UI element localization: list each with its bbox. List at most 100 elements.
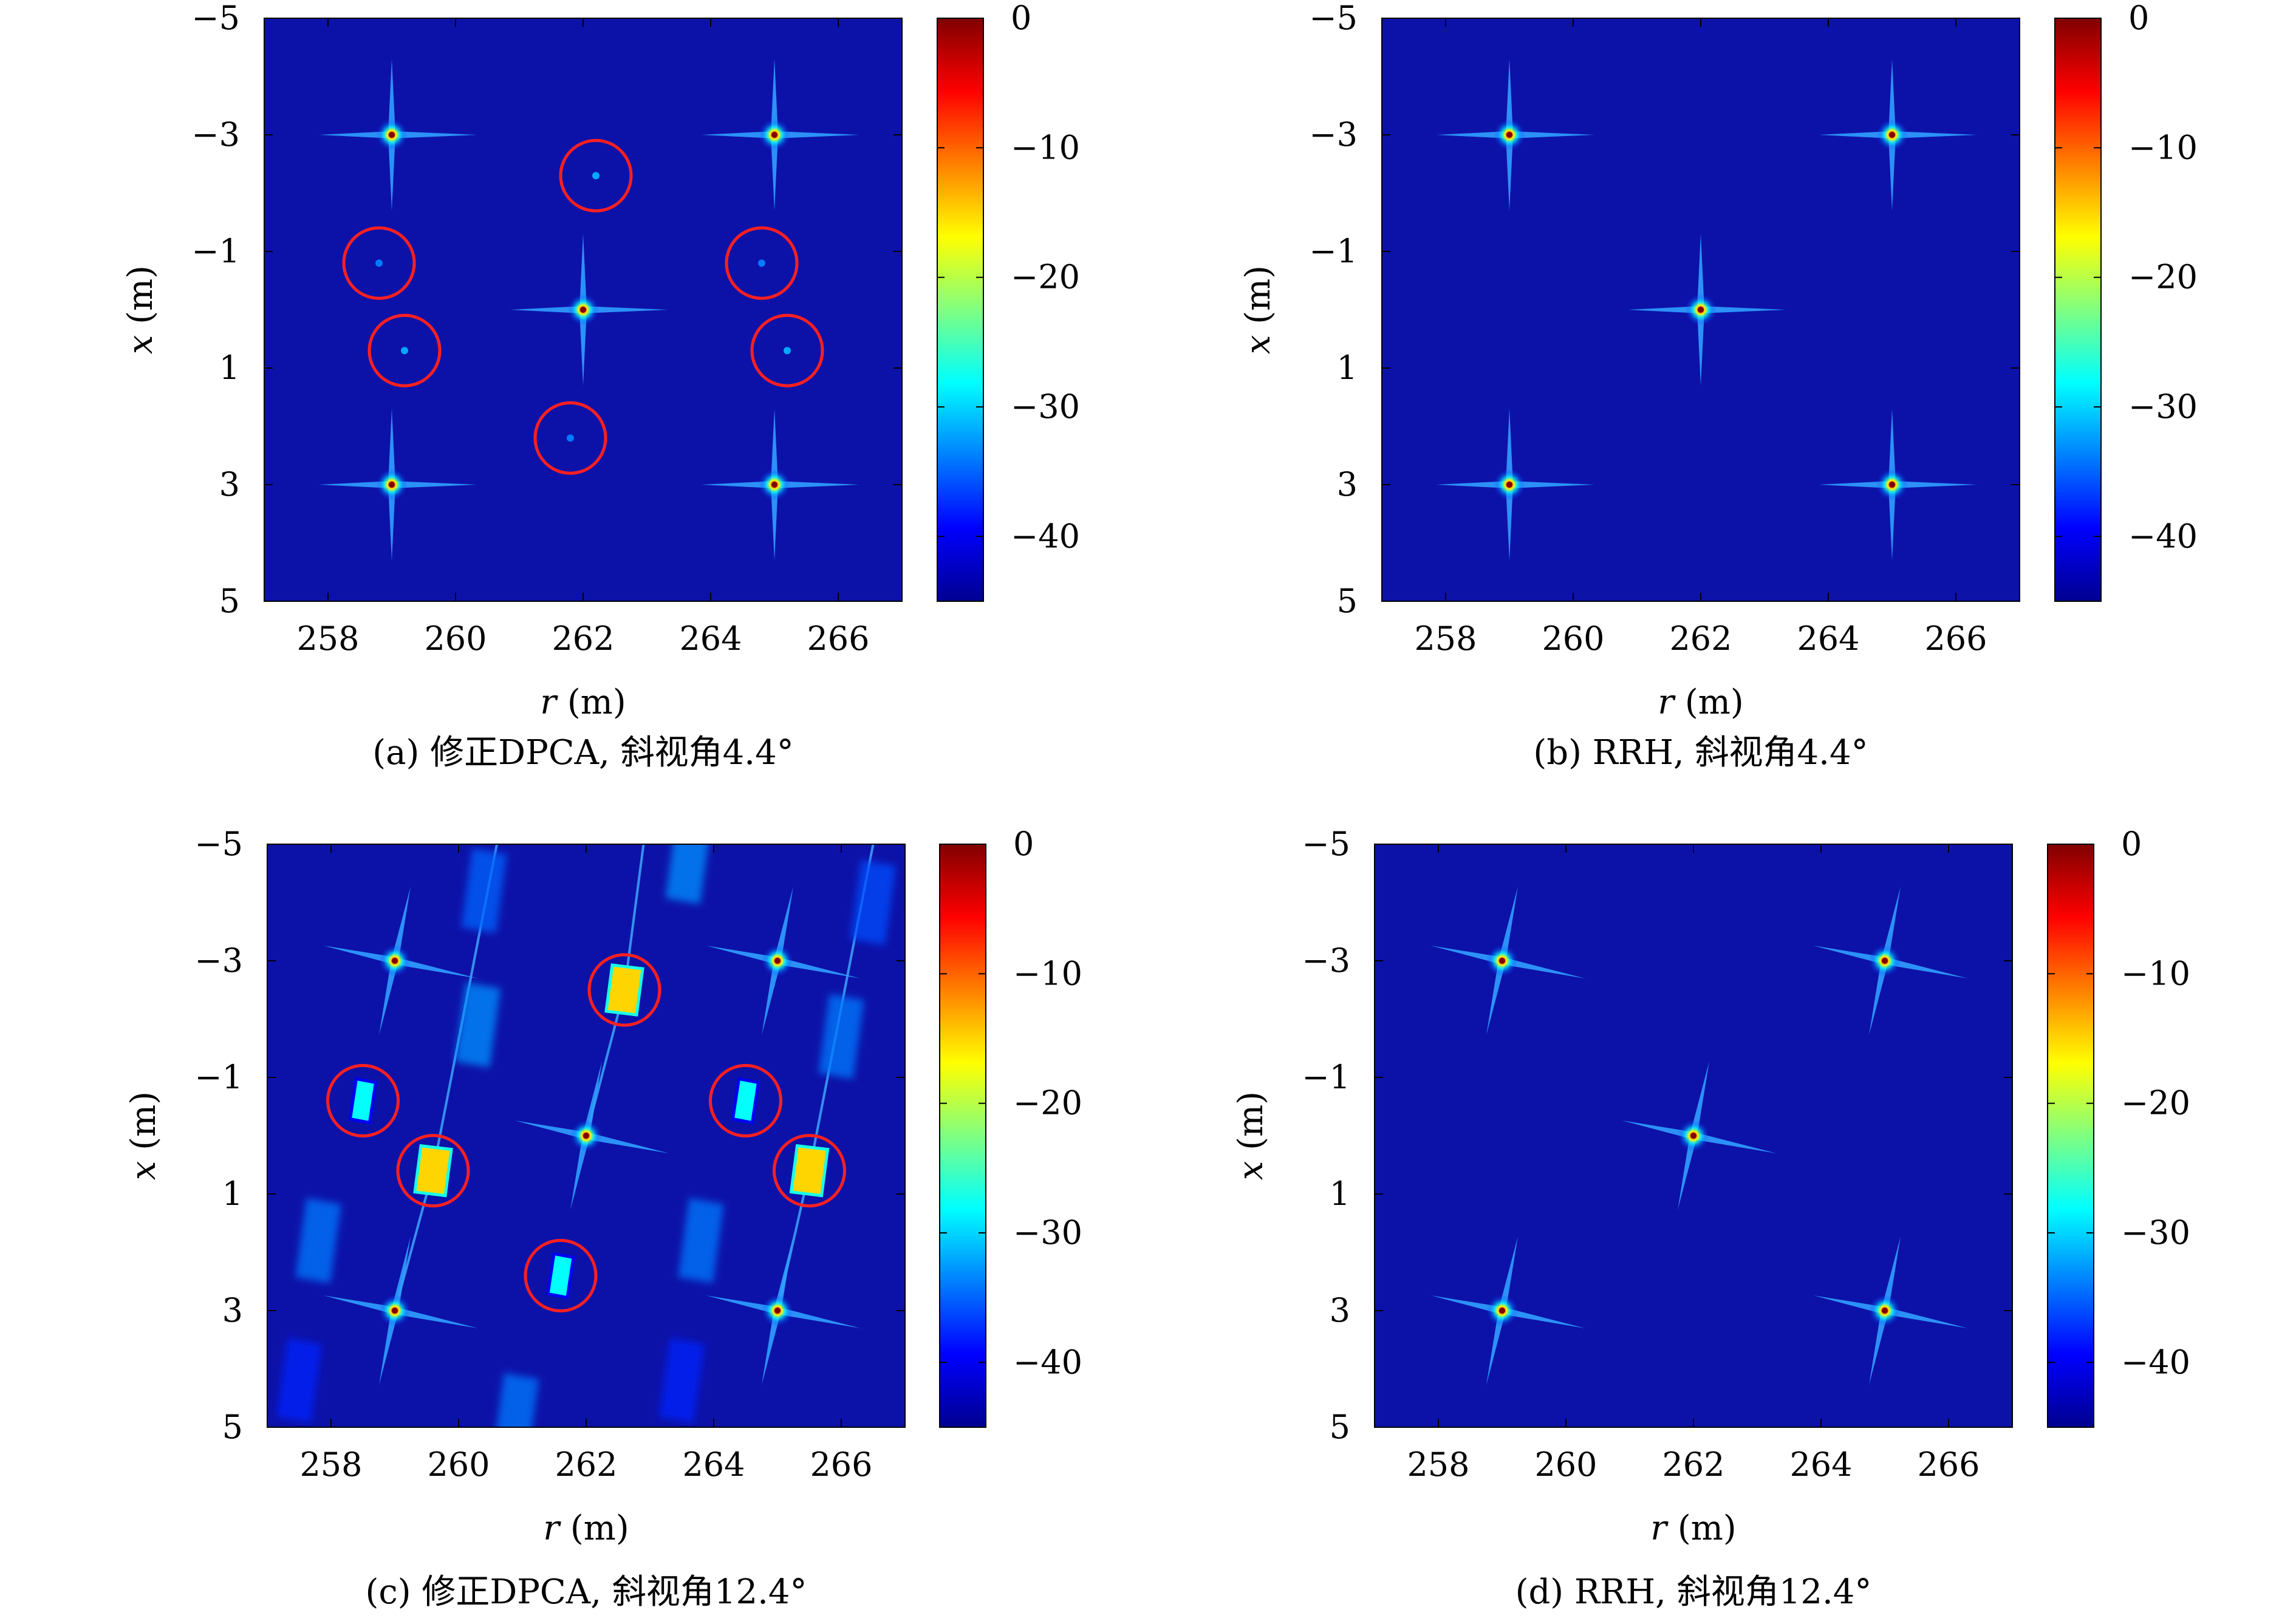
sidelobe-patch-10 (496, 1373, 539, 1427)
colorbar-tick-label: −40 (2128, 517, 2198, 555)
x-tick-label: 262 (1662, 1445, 1724, 1484)
y-tick-label: −1 (194, 1058, 243, 1096)
ghost-target-2 (348, 1077, 378, 1125)
colorbar-tick-label: −10 (1013, 954, 1082, 992)
ghost-target-2 (375, 259, 383, 267)
y-tick-label: 3 (222, 1291, 243, 1329)
ghost-target-5 (784, 347, 791, 355)
x-tick-label: 262 (555, 1445, 617, 1484)
colorbar-tick-label: −20 (2128, 258, 2198, 296)
point-target-5 (1813, 1236, 1968, 1385)
ghost-highlight-circle-3 (709, 1063, 782, 1138)
y-tick-label: −5 (191, 0, 240, 37)
x-tick-label: 258 (1407, 1445, 1469, 1484)
colorbar-tick-label: −20 (1011, 258, 1080, 296)
x-tick-label: 266 (1924, 619, 1987, 658)
ghost-highlight-circle-2 (326, 1063, 400, 1138)
point-target-5 (702, 409, 859, 561)
x-axis-label: r (m) (1658, 683, 1743, 722)
y-axis-label: x (m) (121, 265, 160, 354)
x-axis-label: r (m) (543, 1509, 629, 1548)
ghost-target-3 (731, 1077, 760, 1125)
panel-caption: (a) 修正DPCA, 斜视角4.4° (372, 733, 793, 773)
colorbar-tick-label: −10 (2121, 954, 2190, 992)
y-tick-label: 1 (219, 349, 240, 387)
sidelobe-patch-8 (276, 1338, 322, 1424)
colorbar-gradient (939, 844, 986, 1428)
colorbar-tick-label: −10 (2128, 128, 2198, 166)
x-tick-label: 260 (1534, 1445, 1597, 1484)
colorbar-gradient (937, 18, 984, 602)
colorbar-tick-label: −40 (1011, 517, 1080, 555)
ghost-target-4 (413, 1144, 453, 1198)
x-tick-label: 262 (1669, 619, 1732, 658)
colorbar-tick-label: −20 (2121, 1084, 2190, 1122)
y-tick-label: 1 (1330, 1175, 1350, 1213)
colorbar-tick-label: −10 (1011, 128, 1080, 166)
y-tick-label: 5 (219, 582, 240, 620)
ghost-highlight-circle-1 (587, 953, 661, 1027)
point-target-1 (323, 886, 478, 1035)
sidelobe-patch-4 (455, 982, 501, 1068)
y-tick-label: 1 (1337, 349, 1358, 387)
point-target-1 (319, 59, 477, 211)
ghost-highlight-circle-3 (725, 226, 799, 300)
sidelobe-patch-7 (678, 1198, 724, 1283)
point-target-3 (510, 234, 668, 386)
point-target-1 (1437, 59, 1594, 211)
colorbar-tick-label: −40 (2121, 1343, 2190, 1381)
plot-area (1437, 59, 1977, 561)
x-tick-label: 266 (1917, 1445, 1980, 1484)
x-tick-label: 258 (1414, 619, 1477, 658)
x-axis-label: r (m) (540, 683, 626, 722)
x-tick-label: 264 (679, 619, 742, 658)
ghost-target-1 (592, 172, 600, 180)
sidelobe-patch-5 (818, 994, 864, 1079)
colorbar: 0 −10 −20 −30 −40 (939, 825, 1082, 1428)
point-target-5 (706, 1236, 861, 1385)
ghost-target-4 (401, 347, 408, 355)
y-tick-label: −3 (191, 115, 240, 154)
x-axis-label: r (m) (1650, 1509, 1736, 1548)
sidelobe-patch-2 (665, 844, 709, 904)
panel-caption: (c) 修正DPCA, 斜视角12.4° (365, 1572, 807, 1612)
y-tick-label: −1 (191, 232, 240, 270)
point-target-2 (702, 59, 859, 211)
x-tick-label: 264 (682, 1445, 745, 1484)
y-tick-label: 5 (222, 1408, 243, 1446)
panel-caption: (d) RRH, 斜视角12.4° (1515, 1572, 1872, 1612)
x-tick-label: 262 (552, 619, 614, 658)
y-tick-label: 3 (219, 465, 240, 503)
colorbar: 0 −10 −20 −30 −40 (937, 0, 1080, 602)
colorbar-tick-label: −30 (1011, 387, 1080, 426)
point-target-3 (514, 1061, 669, 1210)
y-tick-label: −1 (1302, 1058, 1350, 1096)
y-axis-label: x (m) (1231, 1091, 1271, 1180)
point-target-4 (1437, 409, 1594, 561)
x-tick-label: 264 (1789, 1445, 1852, 1484)
y-tick-label: 3 (1337, 465, 1358, 503)
ghost-highlight-circle-5 (750, 313, 824, 387)
point-target-4 (323, 1236, 478, 1385)
x-tick-label: 258 (299, 1445, 362, 1484)
ghost-target-5 (789, 1144, 830, 1198)
chart-panel-c: 258 260 262 264 266 −5 −3 −1 1 3 5 r (m) x (m) 0 −10 −2… (124, 825, 1082, 1612)
y-tick-label: 5 (1330, 1408, 1350, 1446)
y-tick-label: 5 (1337, 582, 1358, 620)
colorbar-tick-label: 0 (2121, 825, 2142, 863)
y-tick-label: −5 (194, 825, 243, 863)
point-target-4 (1430, 1236, 1585, 1385)
chart-panel-d: 258 260 262 264 266 −5 −3 −1 1 3 5 r (m) x (m) 0 −10 −2… (1231, 825, 2190, 1612)
x-tick-label: 266 (810, 1445, 872, 1484)
colorbar-tick-label: −30 (2128, 387, 2198, 426)
colorbar: 0 −10 −20 −30 −40 (2047, 825, 2190, 1428)
ghost-highlight-circle-2 (342, 226, 416, 300)
x-tick-label: 264 (1797, 619, 1859, 658)
colorbar-tick-label: 0 (2128, 0, 2149, 37)
y-tick-label: 1 (222, 1175, 243, 1213)
point-target-5 (1819, 409, 1977, 561)
y-axis-label: x (m) (1239, 265, 1278, 354)
ghost-highlight-circle-4 (396, 1134, 470, 1208)
